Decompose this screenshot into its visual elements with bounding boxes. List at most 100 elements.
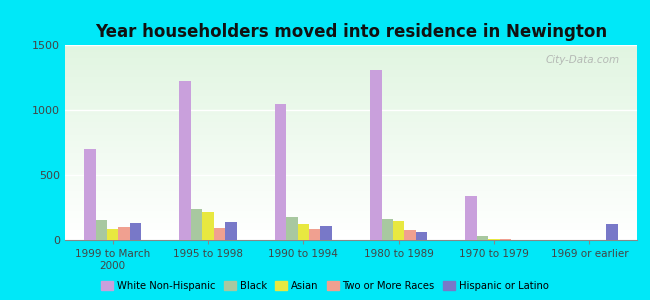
Bar — [65, 200, 637, 201]
Bar — [65, 170, 637, 171]
Bar — [65, 130, 637, 131]
Bar — [65, 101, 637, 103]
Bar — [65, 166, 637, 167]
Bar — [65, 97, 637, 98]
Bar — [65, 134, 637, 135]
Bar — [65, 89, 637, 90]
Bar — [65, 160, 637, 161]
Bar — [65, 154, 637, 155]
Bar — [202, 212, 214, 240]
Bar — [65, 56, 637, 57]
Bar — [65, 81, 637, 82]
Bar — [65, 128, 637, 129]
Bar — [65, 229, 637, 230]
Bar — [65, 109, 637, 110]
Bar — [65, 230, 637, 231]
Bar — [65, 146, 637, 147]
Bar — [65, 179, 637, 181]
Bar — [65, 138, 637, 139]
Bar — [404, 230, 416, 240]
Bar — [65, 214, 637, 215]
Bar — [130, 223, 141, 240]
Bar — [65, 61, 637, 62]
Bar — [370, 70, 382, 240]
Bar — [65, 143, 637, 144]
Bar — [65, 79, 637, 80]
Bar — [65, 122, 637, 123]
Bar — [65, 225, 637, 226]
Bar — [500, 239, 511, 240]
Bar — [65, 96, 637, 97]
Bar — [382, 219, 393, 240]
Bar — [65, 95, 637, 96]
Bar — [606, 224, 618, 240]
Bar — [65, 209, 637, 210]
Bar — [65, 46, 637, 47]
Bar — [65, 156, 637, 157]
Bar — [65, 212, 637, 213]
Bar — [65, 72, 637, 73]
Bar — [65, 175, 637, 176]
Bar — [65, 100, 637, 101]
Bar — [65, 195, 637, 196]
Bar — [65, 92, 637, 93]
Bar — [65, 197, 637, 198]
Bar — [65, 59, 637, 60]
Bar — [65, 104, 637, 105]
Bar — [65, 118, 637, 119]
Bar — [65, 235, 637, 236]
Bar — [65, 205, 637, 206]
Bar — [65, 194, 637, 195]
Bar — [65, 198, 637, 199]
Bar — [65, 210, 637, 211]
Bar — [65, 132, 637, 133]
Bar — [65, 103, 637, 104]
Bar — [65, 208, 637, 209]
Bar — [65, 191, 637, 192]
Bar — [65, 70, 637, 71]
Bar — [65, 147, 637, 148]
Bar — [65, 91, 637, 92]
Bar — [65, 149, 637, 150]
Bar — [65, 220, 637, 221]
Bar — [65, 108, 637, 109]
Bar — [191, 209, 202, 240]
Bar — [275, 103, 286, 240]
Bar — [65, 53, 637, 54]
Bar — [65, 63, 637, 64]
Bar — [65, 155, 637, 156]
Bar — [65, 161, 637, 162]
Bar — [65, 45, 637, 46]
Bar — [65, 165, 637, 166]
Bar — [179, 81, 191, 240]
Bar — [65, 75, 637, 76]
Bar — [65, 184, 637, 185]
Bar — [286, 217, 298, 240]
Bar — [65, 64, 637, 65]
Bar — [65, 49, 637, 50]
Bar — [65, 78, 637, 79]
Bar — [65, 52, 637, 53]
Bar — [65, 234, 637, 235]
Bar — [65, 188, 637, 189]
Bar — [65, 202, 637, 203]
Bar — [65, 84, 637, 85]
Bar — [65, 58, 637, 59]
Title: Year householders moved into residence in Newington: Year householders moved into residence i… — [95, 23, 607, 41]
Bar — [65, 172, 637, 173]
Bar — [465, 196, 477, 240]
Bar — [65, 65, 637, 66]
Bar — [65, 153, 637, 154]
Bar — [65, 238, 637, 239]
Bar — [65, 126, 637, 127]
Bar — [65, 114, 637, 115]
Bar — [65, 151, 637, 152]
Bar — [65, 224, 637, 225]
Bar — [65, 133, 637, 134]
Bar — [65, 236, 637, 237]
Bar — [65, 178, 637, 179]
Bar — [214, 228, 225, 240]
Bar — [65, 107, 637, 108]
Bar — [225, 223, 237, 240]
Bar — [65, 199, 637, 200]
